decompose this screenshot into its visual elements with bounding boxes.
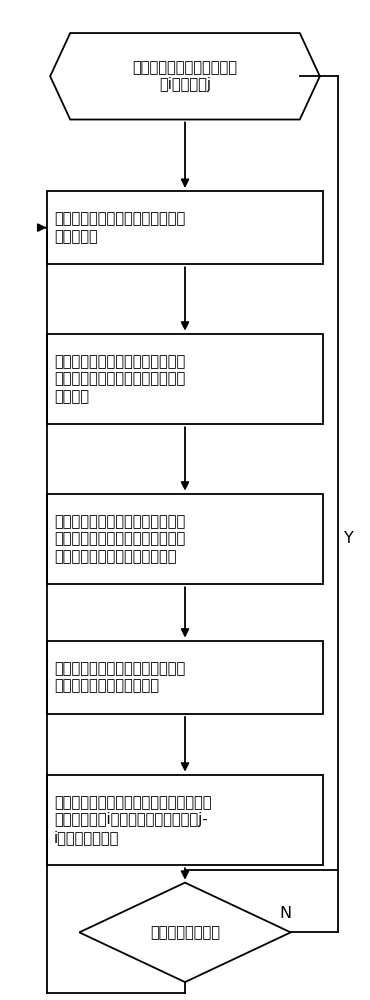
Polygon shape xyxy=(79,883,291,982)
Text: Y: Y xyxy=(343,531,353,546)
Text: 根据每台泵的优先级得分，对系统
中的所有泵进行优先级排序: 根据每台泵的优先级得分，对系统 中的所有泵进行优先级排序 xyxy=(54,661,185,693)
Bar xyxy=(47,334,323,424)
Polygon shape xyxy=(50,33,320,120)
Text: 采集所有泵的多种工况因素，明确
各种工况值: 采集所有泵的多种工况因素，明确 各种工况值 xyxy=(54,211,185,244)
Text: 根据所有泵的多种工况因素进行权
重排序，明确所有泵各种工况因素
的权重值: 根据所有泵的多种工况因素进行权 重排序，明确所有泵各种工况因素 的权重值 xyxy=(54,354,185,404)
Bar xyxy=(47,494,323,584)
Text: 是否有泵停止运行: 是否有泵停止运行 xyxy=(150,925,220,940)
Bar xyxy=(47,641,323,714)
Bar xyxy=(47,191,323,264)
Text: 根据所有泵的优先级排序，取优先级由高
到低排序的前i台泵作为工作泵，其他j-
i台泵作为备用泵: 根据所有泵的优先级排序，取优先级由高 到低排序的前i台泵作为工作泵，其他j- i… xyxy=(54,795,211,845)
Text: 根据所有泵的各种工况因素对应的
工况值以及相应工况因素对应的权
重值，计算每台泵的优先级得分: 根据所有泵的各种工况因素对应的 工况值以及相应工况因素对应的权 重值，计算每台泵… xyxy=(54,514,185,564)
Bar xyxy=(47,775,323,865)
Text: 初始化，明确系统工作泵台
数i和泵总数j: 初始化，明确系统工作泵台 数i和泵总数j xyxy=(132,60,238,92)
Text: N: N xyxy=(279,906,291,921)
